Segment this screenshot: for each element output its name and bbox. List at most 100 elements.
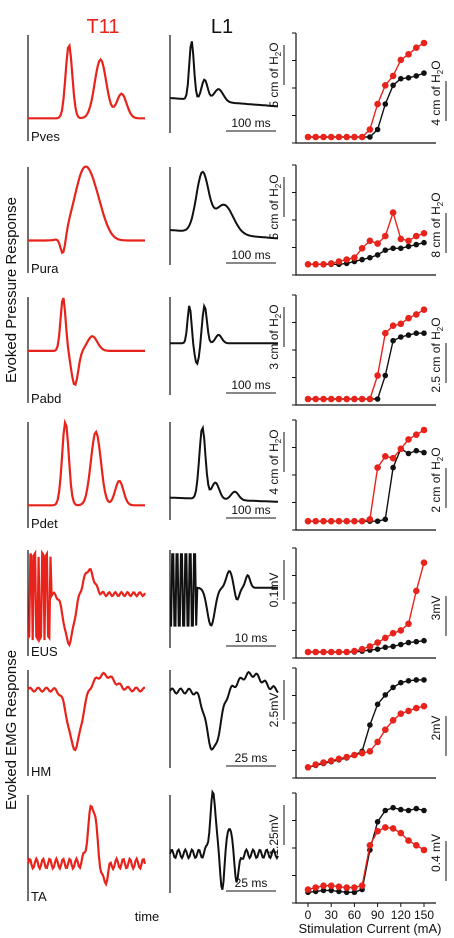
data-point-l1 <box>382 101 389 107</box>
data-point-t11 <box>358 395 366 403</box>
row-label: EUS <box>31 644 58 659</box>
data-point-l1 <box>398 806 404 813</box>
time-scale-label: 25 ms <box>235 751 268 765</box>
l1-waveform <box>169 424 279 503</box>
data-point-l1 <box>382 692 389 698</box>
data-point-t11 <box>397 320 405 328</box>
l1-waveform <box>170 302 278 366</box>
data-point-l1 <box>382 644 389 651</box>
curve-scale-label: 2.5 cm of H2O <box>429 317 445 392</box>
row-pabd: Pabd 100 ms 3 cm of H2O 2.5 cm of H2O <box>27 294 447 406</box>
data-point-t11 <box>358 517 366 525</box>
time-scale-label: 100 ms <box>231 378 270 392</box>
row-label: Pura <box>31 261 59 276</box>
data-point-l1 <box>405 75 412 81</box>
data-point-l1 <box>390 643 396 650</box>
data-point-t11 <box>420 559 428 566</box>
data-point-l1 <box>359 256 365 263</box>
curve-scale-label: 3mV <box>429 596 443 621</box>
data-point-t11 <box>420 39 428 47</box>
data-point-t11 <box>351 133 358 141</box>
data-point-l1 <box>413 73 420 79</box>
data-point-l1 <box>367 722 373 728</box>
curve-scale-label: 4 cm of H2O <box>429 60 445 125</box>
data-point-t11 <box>343 395 351 403</box>
series-line-l1 <box>307 679 424 768</box>
data-point-t11 <box>366 643 374 650</box>
t11-waveform <box>26 804 147 887</box>
data-point-t11 <box>397 710 405 717</box>
row-eus: EUS 10 ms 0.1mV 3mV <box>27 547 447 659</box>
data-point-t11 <box>382 453 389 460</box>
t11-waveform <box>28 418 145 507</box>
data-point-l1 <box>405 807 412 814</box>
data-point-l1 <box>398 75 404 82</box>
header-l1: L1 <box>211 16 233 38</box>
series-line-l1 <box>308 332 424 400</box>
data-point-t11 <box>397 829 405 837</box>
data-point-t11 <box>335 883 343 890</box>
amplitude-scale-label: 5 cm of H2O <box>267 42 283 107</box>
data-point-l1 <box>405 332 412 338</box>
data-point-t11 <box>312 761 320 768</box>
data-point-t11 <box>420 702 428 710</box>
data-point-t11 <box>320 759 327 766</box>
data-point-t11 <box>312 261 320 268</box>
series-line-t11 <box>307 705 425 768</box>
data-point-t11 <box>397 627 405 634</box>
data-point-t11 <box>366 516 374 523</box>
data-point-l1 <box>405 450 412 457</box>
row-ta: TA 25 ms 1.25mV 0.4 mV 0 30 60 90 120 150 <box>26 789 447 922</box>
data-point-t11 <box>304 886 312 893</box>
data-point-l1 <box>390 464 396 471</box>
data-point-t11 <box>343 753 351 761</box>
data-point-l1 <box>413 805 420 812</box>
data-point-t11 <box>327 648 335 656</box>
data-point-t11 <box>397 56 405 64</box>
data-point-t11 <box>405 436 412 443</box>
data-point-t11 <box>320 261 327 268</box>
data-point-t11 <box>304 395 312 403</box>
data-point-l1 <box>398 334 404 340</box>
data-point-t11 <box>320 882 327 889</box>
data-point-t11 <box>413 704 420 712</box>
data-point-t11 <box>366 748 374 755</box>
data-point-t11 <box>343 884 351 891</box>
data-point-l1 <box>398 679 404 686</box>
data-point-t11 <box>382 634 389 642</box>
time-scale-label: 100 ms <box>231 503 270 517</box>
data-point-l1 <box>374 819 381 825</box>
data-point-t11 <box>374 100 381 108</box>
t11-waveform <box>27 549 146 648</box>
x-axis-label: Stimulation Current (mA) <box>298 921 441 936</box>
data-point-l1 <box>421 807 427 814</box>
l1-waveform <box>169 41 279 108</box>
data-point-t11 <box>366 395 374 403</box>
data-point-t11 <box>405 51 412 58</box>
data-point-l1 <box>367 134 373 140</box>
data-point-t11 <box>358 645 366 653</box>
amplitude-scale-label: 2.5mV <box>267 693 281 728</box>
data-point-t11 <box>351 254 358 261</box>
row-label: HM <box>31 764 51 779</box>
data-point-l1 <box>374 396 381 402</box>
data-point-t11 <box>335 395 343 403</box>
data-point-t11 <box>312 884 320 891</box>
data-point-t11 <box>351 517 358 525</box>
data-point-l1 <box>421 677 427 683</box>
data-point-t11 <box>312 133 320 141</box>
data-point-t11 <box>335 133 343 141</box>
row-pdet: Pdet 100 ms 4 cm of H2O 2 cm of H2O <box>27 418 447 531</box>
x-tick-label: 0 <box>305 908 312 922</box>
time-scale-label: 25 ms <box>235 876 268 890</box>
data-point-l1 <box>421 330 427 337</box>
data-point-t11 <box>405 837 412 844</box>
data-point-t11 <box>327 133 335 141</box>
data-point-t11 <box>320 395 327 403</box>
data-point-l1 <box>351 889 358 896</box>
data-point-l1 <box>390 804 396 811</box>
series-line-t11 <box>307 826 425 891</box>
data-point-t11 <box>382 726 389 733</box>
data-point-t11 <box>389 454 397 462</box>
row-pura: Pura 100 ms 5 cm of H2O 8 cm of H2O <box>27 164 447 276</box>
